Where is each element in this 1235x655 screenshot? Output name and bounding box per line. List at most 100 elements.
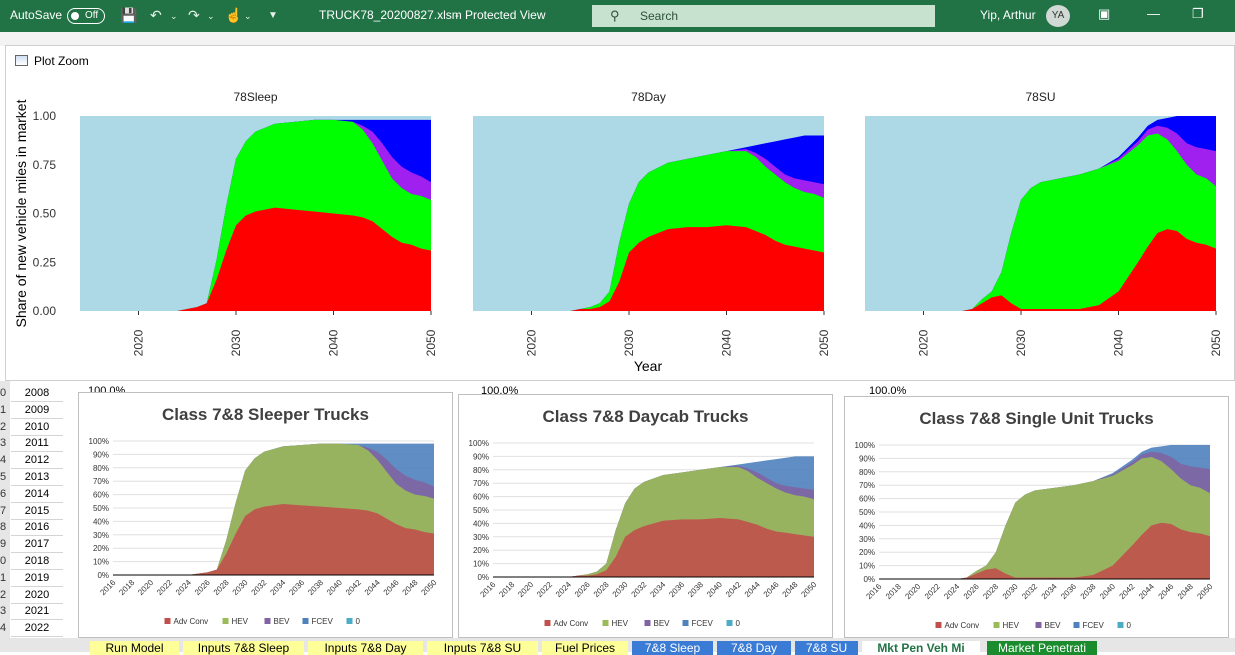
series-area-adv-conv [879, 522, 1210, 579]
year-cell[interactable]: 2010 [11, 419, 63, 436]
restore-icon[interactable]: ❐ [1192, 6, 1204, 21]
x-tick-label: 2016 [98, 578, 117, 597]
year-cell[interactable]: 2012 [11, 452, 63, 470]
legend-swatch [1117, 622, 1124, 628]
chart-daycab[interactable]: Class 7&8 Daycab Trucks 0% 10% 20% 30% 40% 50… [458, 394, 833, 638]
sheet-tab[interactable]: Mkt Pen Veh Mi [862, 641, 980, 655]
y-tick-label: 60% [859, 495, 875, 504]
row-number[interactable]: 4 [0, 622, 7, 635]
customize-toolbar-icon[interactable]: ▼ [268, 10, 278, 21]
year-cell[interactable]: 2009 [11, 402, 63, 419]
year-cell[interactable]: 2020 [11, 587, 63, 604]
x-tick-label: 2030 [1001, 582, 1020, 601]
ribbon-display-icon[interactable]: ▣ [1098, 6, 1111, 21]
row-number[interactable]: 2 [0, 420, 7, 433]
legend-swatch [935, 622, 942, 628]
series-area-adv-conv [884, 229, 1216, 311]
touch-mode-icon[interactable]: ☝ [225, 7, 243, 23]
row-number[interactable]: 3 [0, 437, 7, 450]
redo-dropdown-icon[interactable]: ⌄ [207, 11, 215, 21]
y-tick-label: 0% [97, 571, 109, 580]
redo-icon[interactable]: ↷ [188, 7, 200, 23]
row-number[interactable]: 1 [0, 403, 7, 416]
row-header-column [0, 381, 10, 638]
x-tick-label: 2024 [554, 580, 573, 599]
row-number[interactable]: 3 [0, 605, 7, 618]
autosave-toggle[interactable]: Off [67, 8, 105, 24]
x-tick-label: 2016 [478, 580, 497, 599]
panel-title: 78Day [631, 90, 666, 104]
search-input[interactable]: ⚲ Search [592, 5, 935, 27]
x-tick-label: 2030 [611, 580, 630, 599]
year-cell[interactable]: 2015 [11, 503, 63, 520]
row-number[interactable]: 4 [0, 454, 7, 467]
sheet-tab[interactable]: Inputs 7&8 Day [308, 641, 423, 655]
sheet-tab[interactable]: Inputs 7&8 Sleep [183, 641, 304, 655]
minimize-icon[interactable]: — [1147, 6, 1160, 21]
sheet-tab[interactable]: Market Penetrati [987, 641, 1097, 655]
series-area-adv-conv [492, 225, 824, 311]
legend-label: BEV [274, 617, 291, 626]
year-cell[interactable]: 2017 [11, 536, 63, 554]
series-area-hev [884, 133, 1216, 311]
sheet-tab[interactable]: 7&8 Day [717, 641, 791, 655]
row-number[interactable]: 5 [0, 471, 7, 483]
chart-sleeper[interactable]: Class 7&8 Sleeper Trucks 0% 10% 20% 30% 40% 5… [78, 392, 453, 638]
x-tick-label: 2048 [781, 580, 800, 599]
search-icon: ⚲ [610, 8, 620, 23]
year-cell[interactable]: 2016 [11, 519, 63, 537]
y-tick-label: 70% [473, 479, 489, 488]
chart-single-unit[interactable]: Class 7&8 Single Unit Trucks 0% 10% 20% 30%… [844, 396, 1229, 638]
row-number[interactable]: 0 [0, 387, 7, 399]
x-tick-label: 2044 [363, 578, 382, 597]
title-separator: - [455, 8, 459, 22]
sheet-tab[interactable]: Inputs 7&8 SU [427, 641, 538, 655]
sheet-tab[interactable]: 7&8 Sleep [632, 641, 713, 655]
year-cell[interactable]: 2014 [11, 486, 63, 503]
undo-icon[interactable]: ↶ [150, 7, 162, 23]
row-number[interactable]: 9 [0, 538, 7, 551]
y-tick-label: 0.50 [33, 207, 57, 221]
sheet-tab[interactable]: 7&8 SU [795, 641, 858, 655]
year-cell[interactable]: 2021 [11, 603, 63, 621]
x-tick-label: 2040 [720, 329, 734, 356]
sheet-tab[interactable]: Run Model [90, 641, 179, 655]
year-cell[interactable]: 2011 [11, 435, 63, 453]
x-tick-label: 2022 [155, 578, 174, 597]
y-tick-label: 90% [473, 452, 489, 461]
percent-cell[interactable]: 100.0% [869, 385, 907, 397]
legend-label: 0 [356, 617, 361, 626]
x-tick-label: 2020 [903, 582, 922, 601]
save-icon[interactable]: 💾 [120, 7, 138, 23]
x-tick-label: 2038 [1079, 582, 1098, 601]
avatar[interactable]: YA [1046, 5, 1070, 27]
row-number[interactable]: 0 [0, 555, 7, 567]
year-cell[interactable]: 2008 [11, 385, 63, 402]
x-tick-label: 2018 [117, 578, 136, 597]
x-tick-label: 2016 [864, 582, 883, 601]
touch-dropdown-icon[interactable]: ⌄ [244, 11, 252, 21]
row-number[interactable]: 7 [0, 504, 7, 517]
protected-view-label: Protected View [465, 8, 546, 22]
sheet-tab[interactable]: Fuel Prices [542, 641, 628, 655]
x-tick-label: 2022 [535, 580, 554, 599]
legend-swatch [222, 618, 229, 624]
x-tick-label: 2040 [1112, 329, 1126, 356]
legend-swatch [544, 620, 551, 626]
y-tick-label: 20% [93, 544, 109, 553]
legend-label: HEV [612, 619, 629, 628]
year-cell[interactable]: 2018 [11, 553, 63, 570]
x-tick-label: 2020 [516, 580, 535, 599]
y-tick-label: 0.75 [33, 158, 57, 172]
x-tick-label: 2050 [424, 329, 438, 356]
legend-label: HEV [232, 617, 249, 626]
year-cell[interactable]: 2019 [11, 570, 63, 587]
x-tick-label: 2040 [327, 329, 341, 356]
undo-dropdown-icon[interactable]: ⌄ [170, 11, 178, 21]
year-cell[interactable]: 2013 [11, 469, 63, 486]
row-number[interactable]: 1 [0, 571, 7, 584]
row-number[interactable]: 8 [0, 521, 7, 534]
row-number[interactable]: 2 [0, 588, 7, 601]
row-number[interactable]: 6 [0, 487, 7, 500]
year-cell[interactable]: 2022 [11, 620, 63, 638]
